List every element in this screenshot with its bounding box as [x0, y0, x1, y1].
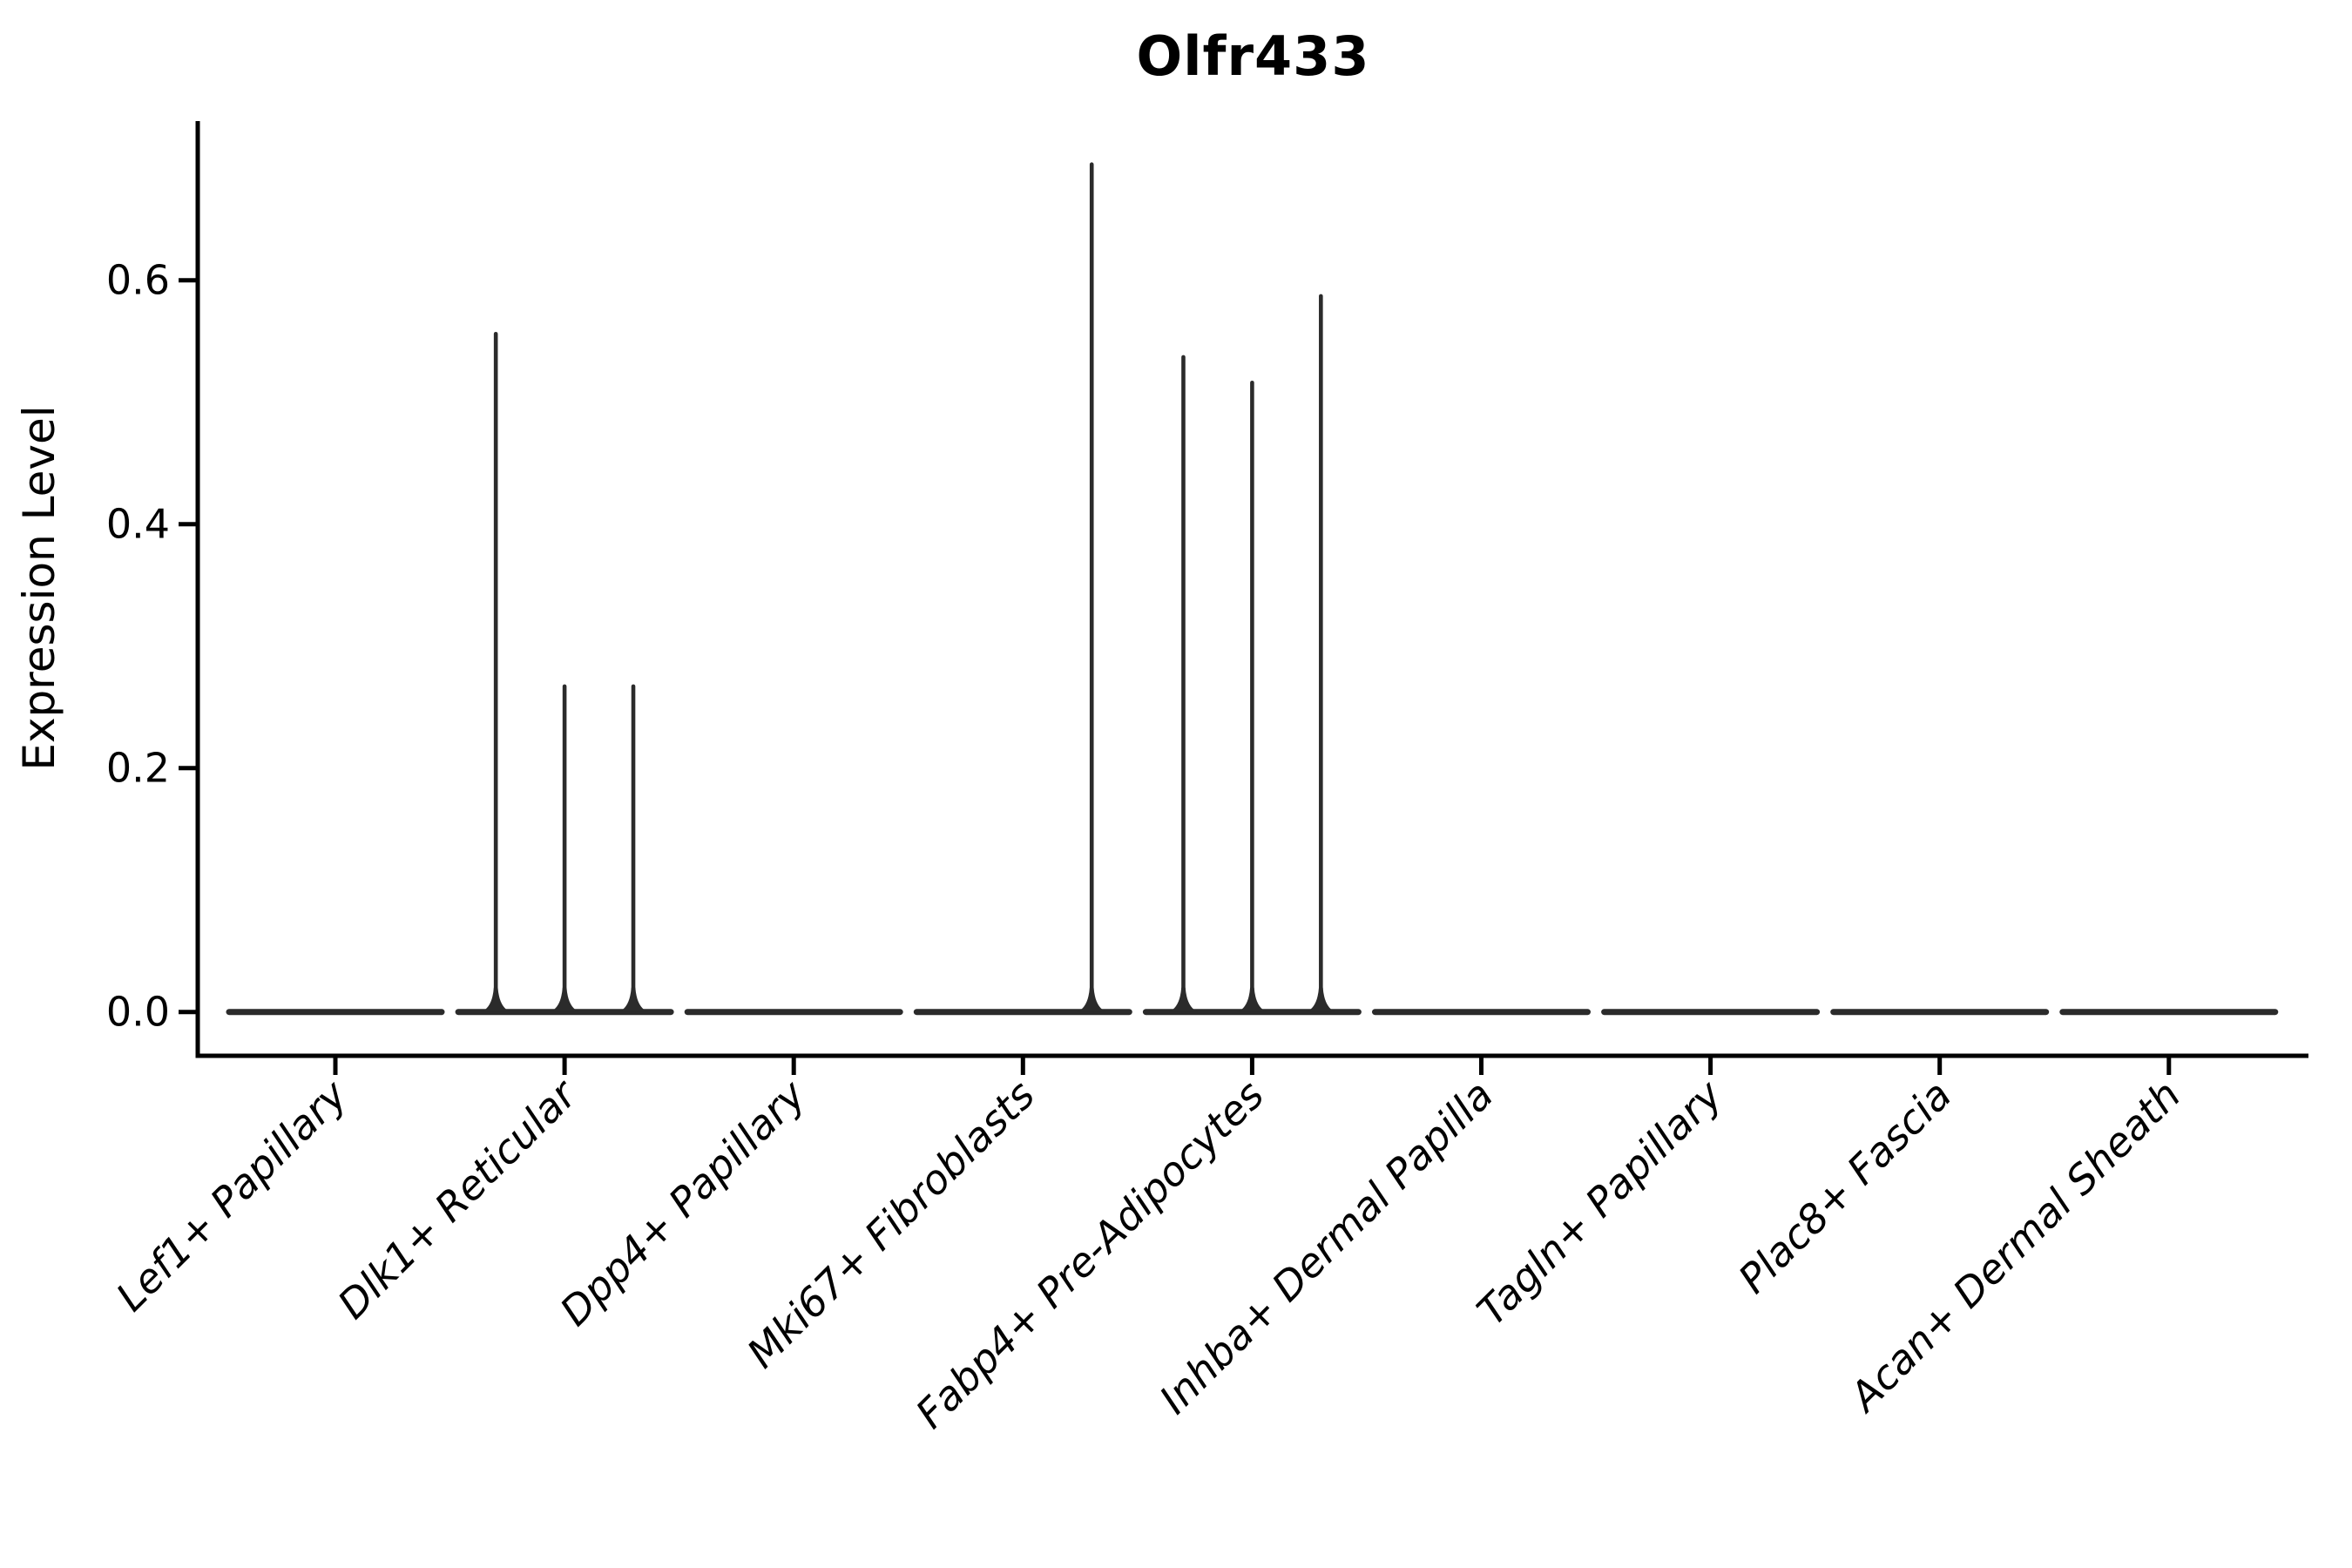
- y-axis-label: Expression Level: [14, 405, 64, 770]
- violin-spike-base: [481, 987, 511, 1012]
- violin-spike-base: [550, 987, 580, 1012]
- x-tick-label: Tagln+ Papillary: [1468, 1071, 1732, 1335]
- violin-spike-base: [1168, 987, 1199, 1012]
- y-tick-label: 0.6: [106, 257, 170, 304]
- x-tick-label: Plac8+ Fascia: [1729, 1071, 1960, 1302]
- violin-spike-base: [618, 987, 649, 1012]
- violin-spike-base: [1306, 987, 1336, 1012]
- x-tick-label: Dpp4+ Papillary: [551, 1071, 814, 1335]
- y-tick-label: 0.2: [106, 745, 170, 792]
- y-tick-label: 0.4: [106, 501, 170, 548]
- x-tick-label: Lef1+ Papillary: [107, 1071, 356, 1320]
- violin-spike-base: [1237, 987, 1267, 1012]
- x-tick-label: Dlk1+ Reticular: [328, 1069, 587, 1328]
- violin-spike-base: [1077, 987, 1107, 1012]
- plot-title: Olfr433: [1136, 24, 1370, 88]
- y-tick-label: 0.0: [106, 989, 170, 1036]
